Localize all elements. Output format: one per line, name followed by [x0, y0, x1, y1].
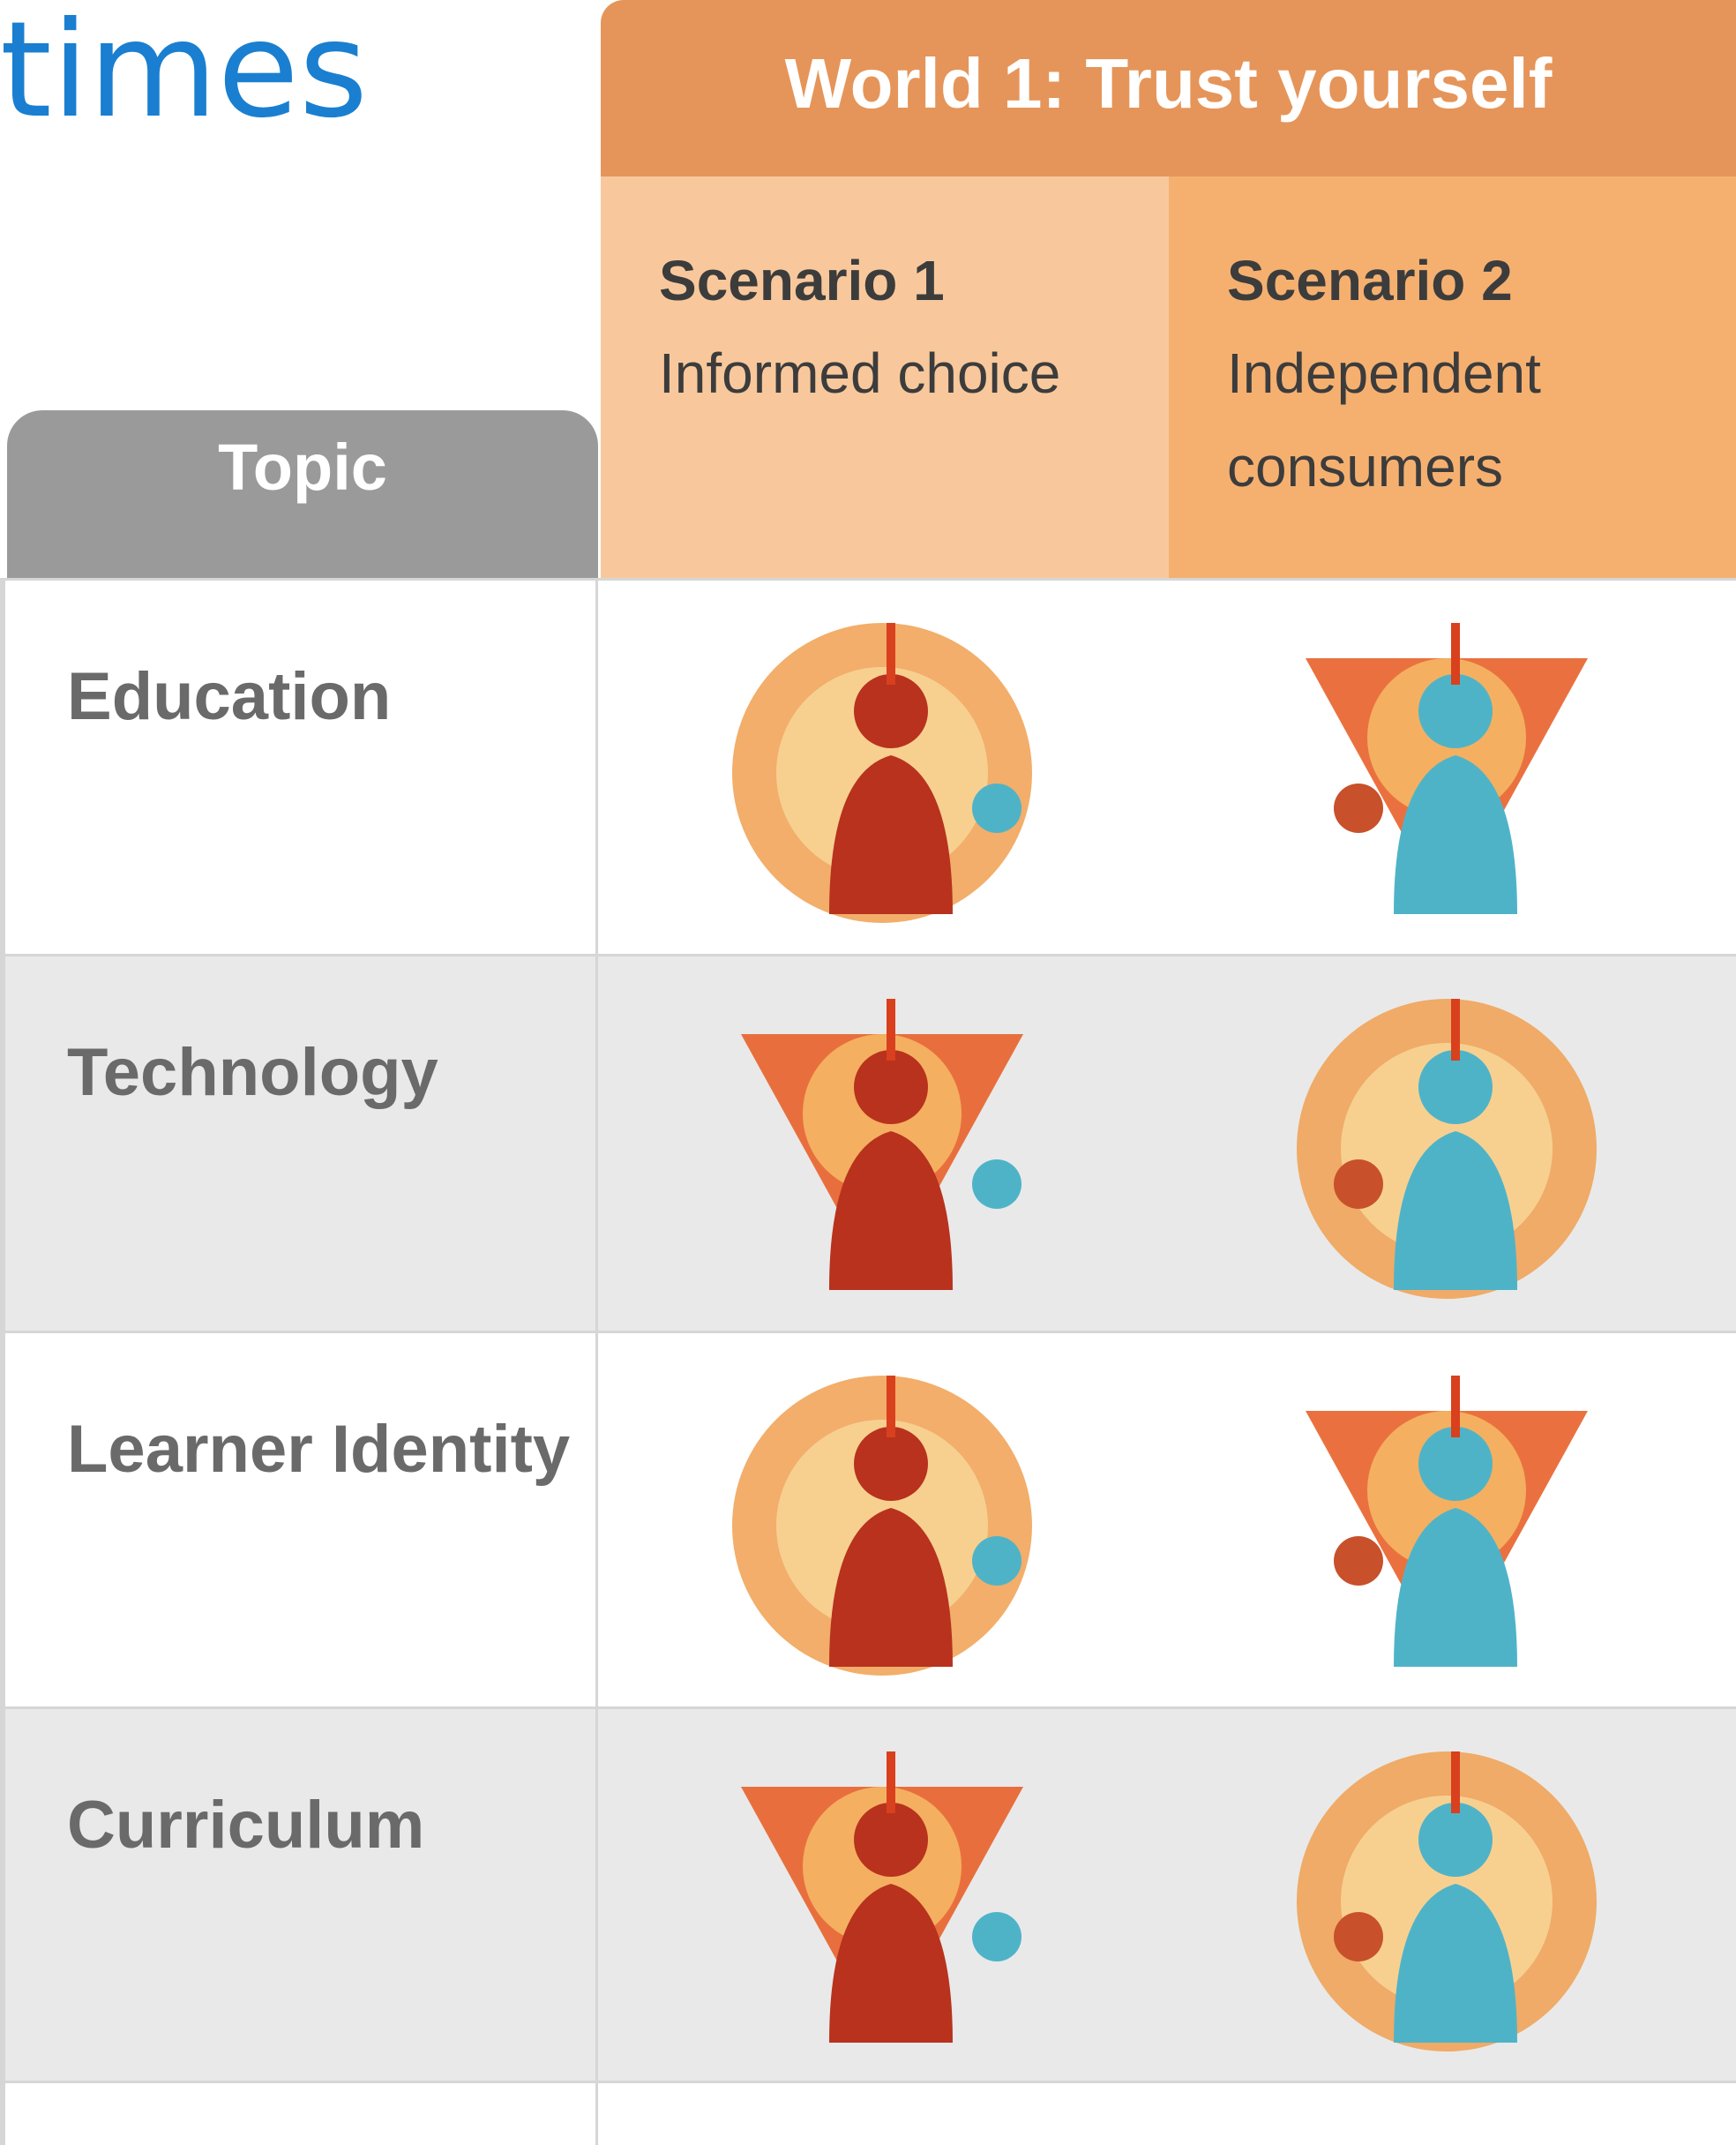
- table-row: Curriculum: [0, 1706, 1736, 2081]
- scenario-illustration: [741, 999, 1023, 1290]
- table-row: [0, 2081, 1736, 2145]
- scenario-illustration: [1297, 999, 1597, 1299]
- table-row: Technology: [0, 954, 1736, 1331]
- scenario-name: Scenario 1: [659, 249, 945, 312]
- scenario-illustration: [741, 1751, 1023, 2043]
- scenario-illustration: [732, 1376, 1032, 1676]
- scenario-header: Scenario 1 Informed choice: [601, 176, 1169, 578]
- topic-label: Technology: [0, 956, 598, 1331]
- scenario-description: Independent consumers: [1227, 341, 1541, 499]
- topic-header: Topic: [7, 410, 598, 578]
- world-header: World 1: Trust yourself: [601, 0, 1736, 176]
- scenario-header: Scenario 2 Independent consumers: [1169, 176, 1736, 578]
- scenario-name: Scenario 2: [1227, 249, 1513, 312]
- topic-label: Learner Identity: [0, 1333, 598, 1706]
- topic-label: Education: [0, 581, 598, 954]
- scenario-illustration: [1306, 1376, 1588, 1667]
- table-row: Learner Identity: [0, 1331, 1736, 1706]
- scenario-illustration: [1306, 623, 1588, 914]
- scenario-illustration: [1297, 1751, 1597, 2051]
- page-title: times: [0, 0, 369, 147]
- topic-label: Curriculum: [0, 1709, 598, 2081]
- table-row: Education: [0, 578, 1736, 954]
- scenario-description: Informed choice: [659, 341, 1061, 405]
- scenario-illustration: [732, 623, 1032, 923]
- topic-cell: [0, 2083, 598, 2145]
